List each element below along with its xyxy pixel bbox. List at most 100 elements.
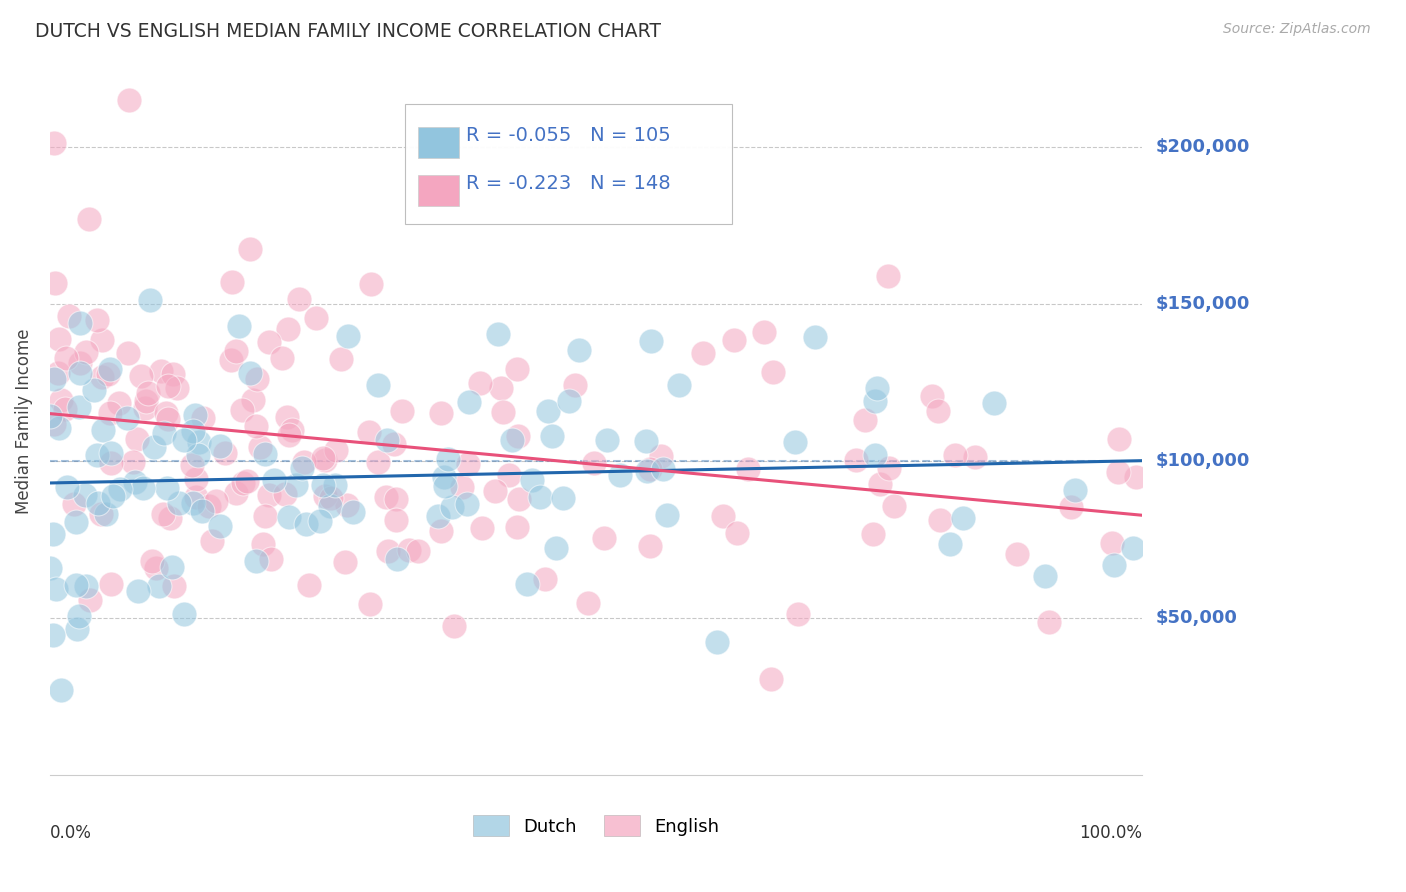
Dutch [558, 394, 581, 409]
English [252, 537, 274, 551]
English [134, 401, 156, 416]
English [1038, 615, 1060, 629]
English [239, 242, 262, 256]
English [49, 392, 72, 407]
English [759, 672, 782, 686]
English [484, 484, 506, 499]
Dutch [541, 429, 564, 443]
English [201, 533, 224, 548]
English [508, 491, 530, 506]
English [564, 377, 586, 392]
Dutch [38, 560, 60, 574]
Dutch [100, 446, 122, 460]
English [1101, 536, 1123, 550]
Dutch [139, 293, 162, 307]
English [450, 479, 472, 493]
Dutch [501, 433, 523, 447]
English [1108, 433, 1130, 447]
Dutch [295, 516, 318, 531]
Dutch [254, 447, 277, 461]
Dutch [546, 541, 568, 555]
Dutch [596, 433, 619, 447]
Dutch [291, 460, 314, 475]
Dutch [184, 409, 207, 423]
English [232, 475, 254, 490]
Dutch [65, 516, 87, 530]
Dutch [153, 426, 176, 441]
English [877, 461, 900, 475]
English [155, 406, 177, 420]
Dutch [1033, 569, 1056, 583]
English [725, 525, 748, 540]
English [44, 417, 66, 431]
English [385, 491, 408, 506]
English [156, 378, 179, 392]
English [219, 352, 242, 367]
Dutch [863, 448, 886, 462]
English [869, 477, 891, 491]
English [359, 597, 381, 611]
Dutch [1102, 558, 1125, 573]
Dutch [323, 477, 346, 491]
English [48, 332, 70, 346]
English [333, 555, 356, 569]
English [135, 394, 157, 409]
English [470, 376, 492, 390]
English [711, 509, 734, 524]
English [325, 442, 347, 457]
Dutch [191, 503, 214, 517]
English [259, 488, 281, 502]
Dutch [863, 393, 886, 408]
Dutch [69, 366, 91, 380]
English [329, 351, 352, 366]
Dutch [385, 551, 408, 566]
English [90, 507, 112, 521]
English [583, 456, 606, 470]
Text: DUTCH VS ENGLISH MEDIAN FAMILY INCOME CORRELATION CHART: DUTCH VS ENGLISH MEDIAN FAMILY INCOME CO… [35, 22, 661, 41]
Dutch [173, 607, 195, 621]
English [221, 275, 243, 289]
English [271, 351, 294, 366]
English [277, 322, 299, 336]
English [921, 389, 943, 403]
English [943, 448, 966, 462]
Bar [418, 127, 460, 158]
Dutch [228, 319, 250, 334]
English [853, 413, 876, 427]
English [42, 136, 65, 151]
English [374, 490, 396, 504]
English [367, 455, 389, 469]
English [163, 579, 186, 593]
English [385, 513, 408, 527]
Dutch [636, 464, 658, 478]
English [231, 402, 253, 417]
English [752, 325, 775, 339]
Dutch [668, 378, 690, 392]
Dutch [537, 404, 560, 418]
Dutch [285, 478, 308, 492]
Dutch [208, 439, 231, 453]
Dutch [551, 491, 574, 506]
English [638, 462, 661, 476]
Dutch [655, 508, 678, 523]
English [58, 310, 80, 324]
English [254, 509, 277, 524]
Legend: Dutch, English: Dutch, English [465, 808, 727, 844]
English [650, 449, 672, 463]
Dutch [433, 479, 456, 493]
English [118, 93, 141, 107]
Dutch [309, 514, 332, 528]
English [117, 346, 139, 360]
English [534, 572, 557, 586]
Dutch [426, 508, 449, 523]
English [1060, 500, 1083, 514]
English [225, 344, 247, 359]
Dutch [39, 409, 62, 423]
Dutch [529, 490, 551, 504]
English [46, 366, 69, 380]
Dutch [342, 505, 364, 519]
Dutch [1063, 483, 1085, 498]
Dutch [804, 330, 827, 344]
Dutch [952, 511, 974, 525]
Dutch [132, 482, 155, 496]
